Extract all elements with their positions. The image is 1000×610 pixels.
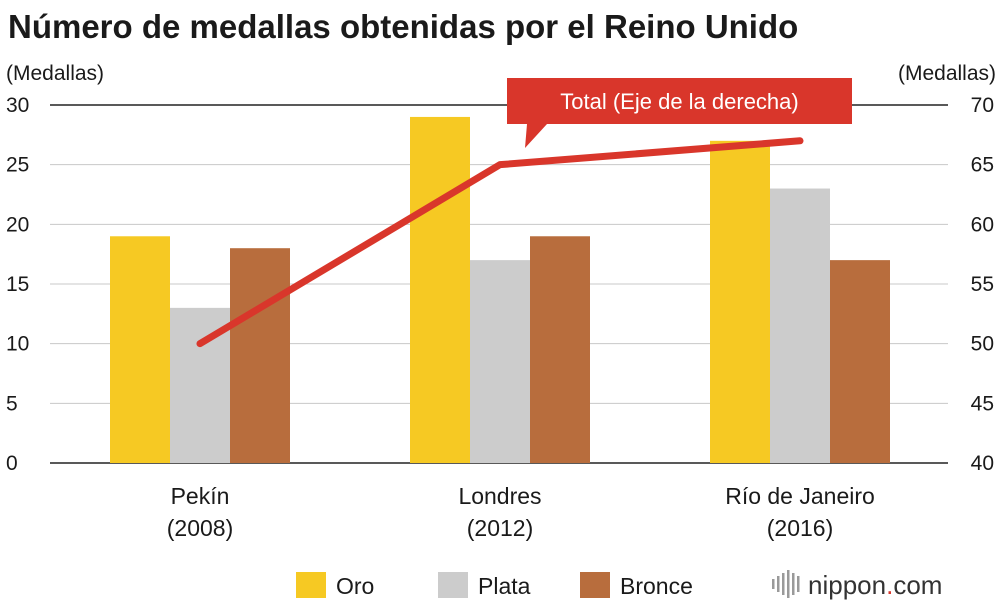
right-tick-label: 40 xyxy=(971,452,994,475)
left-tick-label: 0 xyxy=(6,452,18,475)
category-year: (2016) xyxy=(767,515,833,541)
left-axis-unit: (Medallas) xyxy=(6,62,104,85)
bar-bronce xyxy=(230,248,290,463)
right-tick-label: 70 xyxy=(971,94,994,117)
bar-bronce xyxy=(830,260,890,463)
right-tick-label: 60 xyxy=(971,213,994,236)
brand-dot: . xyxy=(886,570,893,600)
category-year: (2012) xyxy=(467,515,533,541)
right-tick-label: 65 xyxy=(971,154,994,177)
sound-wave-bar xyxy=(772,579,775,589)
bar-bronce xyxy=(530,236,590,463)
total-callout: Total (Eje de la derecha) xyxy=(507,78,852,148)
left-axis-ticks: 0 5 10 15 20 25 30 xyxy=(6,94,29,475)
sound-wave-bar xyxy=(792,573,795,595)
sound-wave-bar xyxy=(787,570,790,598)
bar-oro xyxy=(410,116,470,463)
right-tick-label: 45 xyxy=(971,392,994,415)
legend-label-bronce: Bronce xyxy=(620,573,693,599)
sound-wave-bar xyxy=(782,573,785,595)
legend-label-oro: Oro xyxy=(336,573,374,599)
legend-label-plata: Plata xyxy=(478,573,531,599)
legend-swatch-plata xyxy=(438,572,468,598)
category-label: Pekín xyxy=(171,483,230,509)
total-callout-text: Total (Eje de la derecha) xyxy=(560,89,798,114)
right-tick-label: 50 xyxy=(971,333,994,356)
legend-swatch-oro xyxy=(296,572,326,598)
left-tick-label: 30 xyxy=(6,94,29,117)
total-callout-box xyxy=(507,78,852,148)
chart-title: Número de medallas obtenidas por el Rein… xyxy=(8,8,798,45)
left-tick-label: 20 xyxy=(6,213,29,236)
category-label: Londres xyxy=(458,483,541,509)
category-year: (2008) xyxy=(167,515,233,541)
right-tick-label: 55 xyxy=(971,273,994,296)
bar-oro xyxy=(110,236,170,463)
bar-series xyxy=(110,116,890,464)
bar-plata xyxy=(470,260,530,463)
brand-tld: com xyxy=(893,570,942,600)
sound-wave-bar xyxy=(777,576,780,592)
brand-logo: nippon.com xyxy=(772,570,942,600)
sound-wave-icon xyxy=(772,570,800,598)
right-axis-unit: (Medallas) xyxy=(898,62,996,85)
left-tick-label: 25 xyxy=(6,154,29,177)
right-axis-ticks: 40 45 50 55 60 65 70 xyxy=(971,94,994,475)
left-tick-label: 15 xyxy=(6,273,29,296)
left-tick-label: 10 xyxy=(6,333,29,356)
bar-plata xyxy=(770,188,830,464)
total-line-series xyxy=(196,137,804,348)
sound-wave-bar xyxy=(797,576,800,592)
bar-oro xyxy=(710,140,770,464)
legend: Oro Plata Bronce xyxy=(296,572,693,599)
brand-name: nippon xyxy=(808,570,886,600)
category-label: Río de Janeiro xyxy=(725,483,875,509)
legend-swatch-bronce xyxy=(580,572,610,598)
left-tick-label: 5 xyxy=(6,392,18,415)
x-axis-labels: Pekín (2008) Londres (2012) Río de Janeiro (2… xyxy=(167,483,875,541)
brand-text: nippon.com xyxy=(808,570,942,600)
